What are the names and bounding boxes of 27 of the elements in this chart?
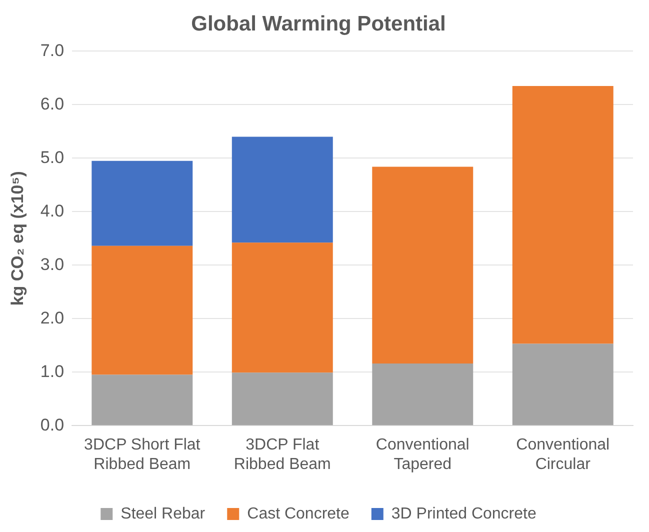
x-tick-label: 3DCP Short Flat Ribbed Beam bbox=[84, 436, 201, 473]
bar bbox=[232, 242, 333, 373]
y-axis-title: kg CO₂ eq (x10⁵) bbox=[8, 171, 27, 306]
y-tick-label: 5.0 bbox=[40, 148, 64, 167]
y-tick-label: 7.0 bbox=[40, 40, 64, 60]
bar bbox=[92, 160, 193, 246]
bar bbox=[92, 374, 193, 426]
y-tick-label: 2.0 bbox=[40, 308, 64, 328]
legend-label: Steel Rebar bbox=[120, 505, 206, 522]
y-tick-label: 0.0 bbox=[40, 415, 64, 434]
bar bbox=[232, 136, 333, 243]
y-tick-label: 6.0 bbox=[40, 94, 64, 114]
x-tick-label: Conventional Circular bbox=[516, 436, 610, 473]
bar bbox=[372, 364, 474, 426]
chart-title: Global Warming Potential bbox=[191, 12, 446, 36]
y-tick-label: 4.0 bbox=[40, 201, 64, 220]
bar bbox=[512, 344, 614, 426]
y-tick-label: 1.0 bbox=[40, 362, 64, 381]
y-tick-label: 3.0 bbox=[40, 254, 64, 274]
bar bbox=[92, 246, 193, 375]
bar bbox=[512, 86, 614, 344]
x-tick-label: 3DCP Flat Ribbed Beam bbox=[234, 436, 331, 473]
bar bbox=[372, 166, 474, 364]
legend-label: Cast Concrete bbox=[247, 505, 350, 522]
legend-label: 3D Printed Concrete bbox=[391, 505, 536, 522]
x-tick-label: Conventional Tapered bbox=[376, 436, 470, 473]
bar bbox=[232, 372, 333, 426]
